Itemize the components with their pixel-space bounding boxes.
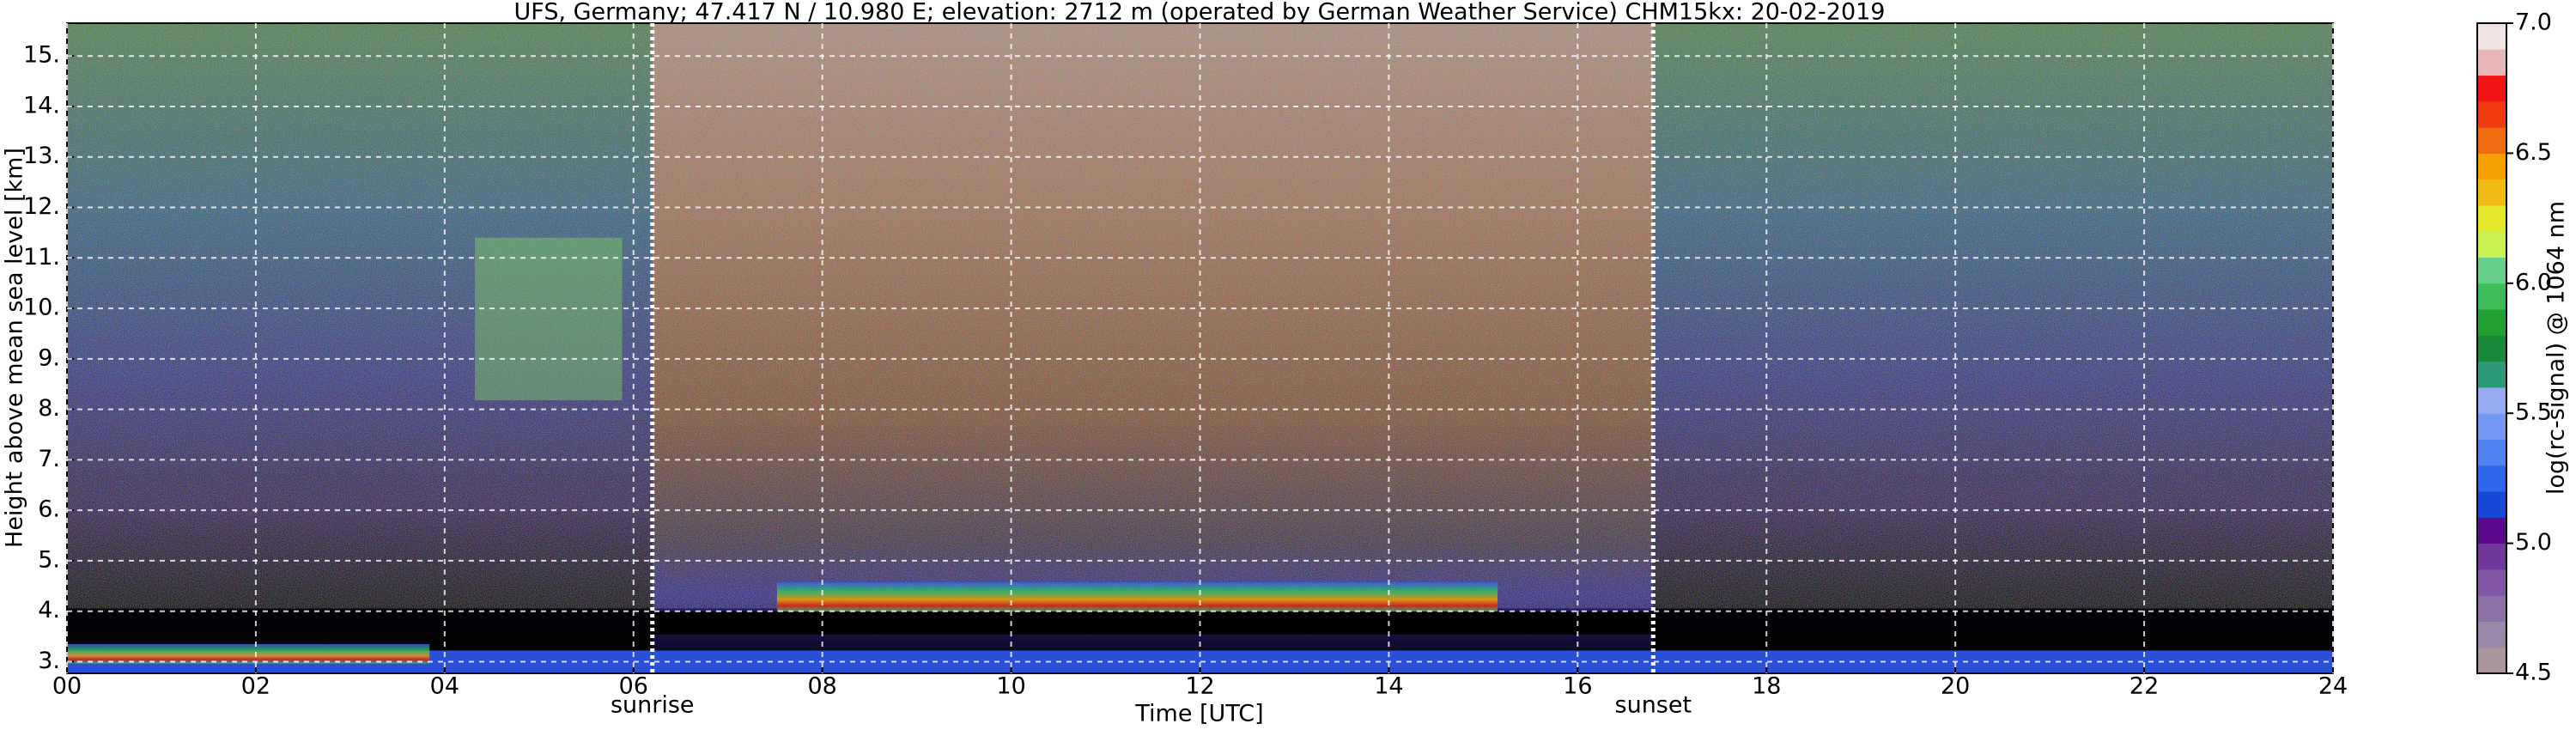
surface-layer-night [67,643,430,664]
colorbar-band [2477,23,2506,50]
y-tick-label: 3. [38,648,60,674]
x-tick-label: 04 [430,673,459,700]
colorbar-band [2477,204,2506,232]
x-tick-label: 18 [1752,673,1781,700]
x-tick-label: 02 [241,673,270,700]
day-aerosol-layer [776,582,1498,612]
colorbar-tick-label: 7.0 [2515,9,2552,36]
colorbar-tick-label: 6.5 [2515,139,2552,166]
x-axis-label: Time [UTC] [1134,701,1263,727]
x-tick-label: 08 [807,673,836,700]
colorbar-band [2477,257,2506,284]
colorbar-band [2477,595,2506,622]
colorbar-band [2477,231,2506,259]
annotation-label: sunset [1615,692,1692,719]
y-tick-label: 6. [38,496,60,523]
colorbar-band [2477,75,2506,102]
colorbar-band [2477,179,2506,206]
colorbar-label: log(rc-signal) @ 1064 nm [2543,201,2570,495]
y-tick-label: 13. [23,143,60,169]
y-tick-label: 10. [23,295,60,321]
colorbar-tick-label: 5.0 [2515,529,2552,556]
x-tick-label: 24 [2318,673,2348,700]
x-tick-label: 00 [52,673,82,700]
chart-title: UFS, Germany; 47.417 N / 10.980 E; eleva… [514,0,1886,26]
y-tick-label: 11. [23,244,60,271]
colorbar-band [2477,517,2506,544]
y-tick-label: 7. [38,446,60,472]
colorbar-band [2477,309,2506,336]
colorbar-band [2477,413,2506,440]
y-tick-label: 12. [23,193,60,220]
x-tick-label: 16 [1563,673,1592,700]
colorbar-band [2477,569,2506,596]
colorbar-band [2477,621,2506,648]
x-tick-label: 14 [1374,673,1403,700]
y-tick-label: 4. [38,597,60,624]
colorbar-band [2477,439,2506,466]
colorbar-tick-label: 5.5 [2515,399,2552,426]
colorbar-band [2477,647,2506,674]
colorbar-band [2477,491,2506,518]
x-tick-label: 22 [2129,673,2159,700]
colorbar-band [2477,127,2506,154]
axes: 3. 4. 5. 6. 7. 8. 9. 10. 11. 12. 13. 14. 15. 00 02 04 06… [23,9,2552,719]
y-tick-label: 15. [23,42,60,69]
y-tick-label: 8. [38,395,60,422]
colorbar-band [2477,465,2506,492]
colorbar-band [2477,100,2506,128]
y-tick-label: 5. [38,546,60,573]
colorbar-band [2477,335,2506,362]
colorbar-band [2477,361,2506,388]
y-tick-label: 14. [23,92,60,119]
x-tick-label: 20 [1941,673,1970,700]
colorbar-band [2477,153,2506,180]
colorbar-tick-label: 6.0 [2515,269,2552,295]
x-tick-label: 12 [1185,673,1214,700]
colorbar-band [2477,283,2506,310]
colorbar-band [2477,386,2506,414]
day-dark-band [652,611,1654,635]
y-tick-label: 9. [38,344,60,371]
colorbar-tick-label: 4.5 [2515,660,2552,686]
x-tick-label: 10 [996,673,1025,700]
colorbar-frame [2476,22,2507,674]
y-axis-label: Height above mean sea level [km] [2,148,28,548]
colorbar-band [2477,543,2506,570]
colorbar-band [2477,49,2506,76]
cirrus [475,237,623,401]
annotation-label: sunrise [611,692,695,719]
x-tick-label: 06 [619,673,648,700]
